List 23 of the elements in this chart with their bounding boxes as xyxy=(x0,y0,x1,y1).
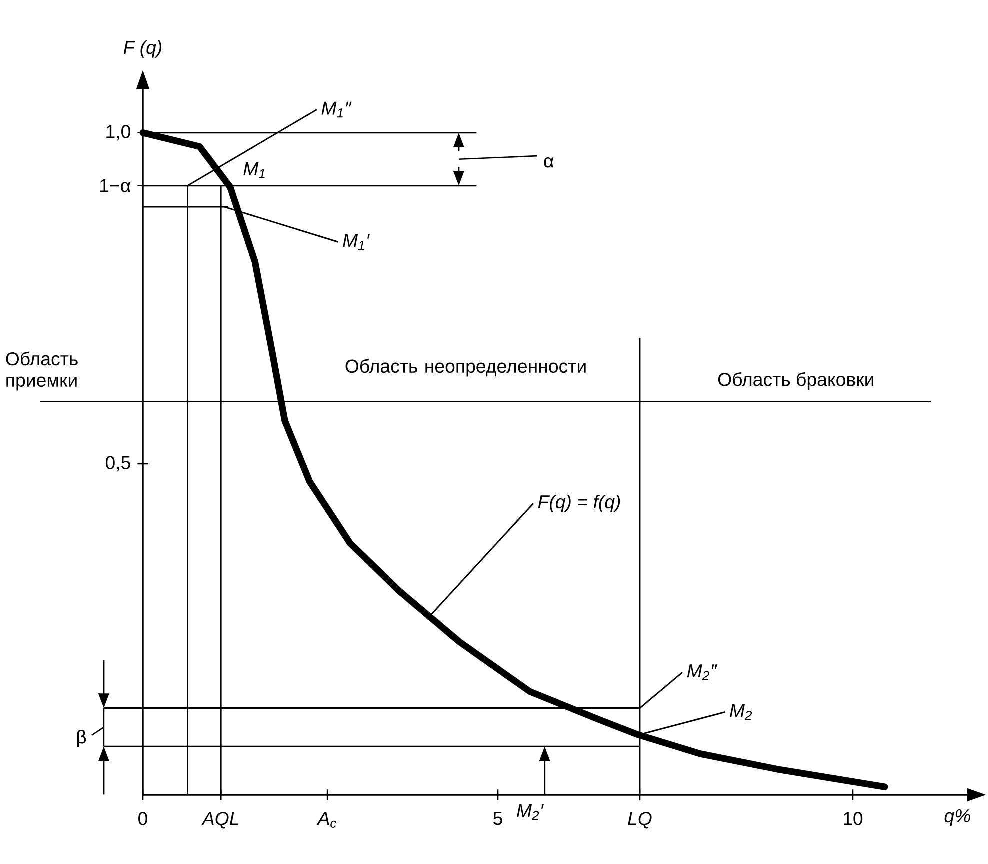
x-tick-label: 0 xyxy=(138,812,148,826)
x-tick-label: 5 xyxy=(494,812,502,826)
x-axis-title: q% xyxy=(944,809,970,826)
text: M$_{2}$′ xyxy=(517,804,544,820)
x-tick-label: A$_{c}$ xyxy=(316,812,337,828)
annotation: Область неопределенности xyxy=(346,359,586,377)
y-axis-title: F (q) xyxy=(124,40,162,58)
x-tick-label: AQL xyxy=(202,812,238,829)
text: Область приемки xyxy=(6,352,78,391)
annotation: Область браковки xyxy=(718,372,874,390)
annotation: M$_{2}$ xyxy=(730,704,752,720)
annotation: α xyxy=(544,158,554,168)
annotation: M$_{2}$″ xyxy=(687,664,718,680)
x-tick-label: 10 xyxy=(844,812,863,826)
annotation: M$_{1}$ xyxy=(244,162,265,178)
y-tick-label: 1−α xyxy=(100,179,131,192)
y-tick-label: 1,0 xyxy=(106,125,130,141)
x-tick-label: LQ xyxy=(628,812,652,829)
annotation: F(q) = f(q) xyxy=(538,494,620,512)
annotation: M$_{1}$″ xyxy=(322,102,352,118)
text: β xyxy=(77,730,86,748)
y-tick-label: 0,5 xyxy=(106,456,130,472)
annotation: M$_{1}$′ xyxy=(343,234,370,250)
